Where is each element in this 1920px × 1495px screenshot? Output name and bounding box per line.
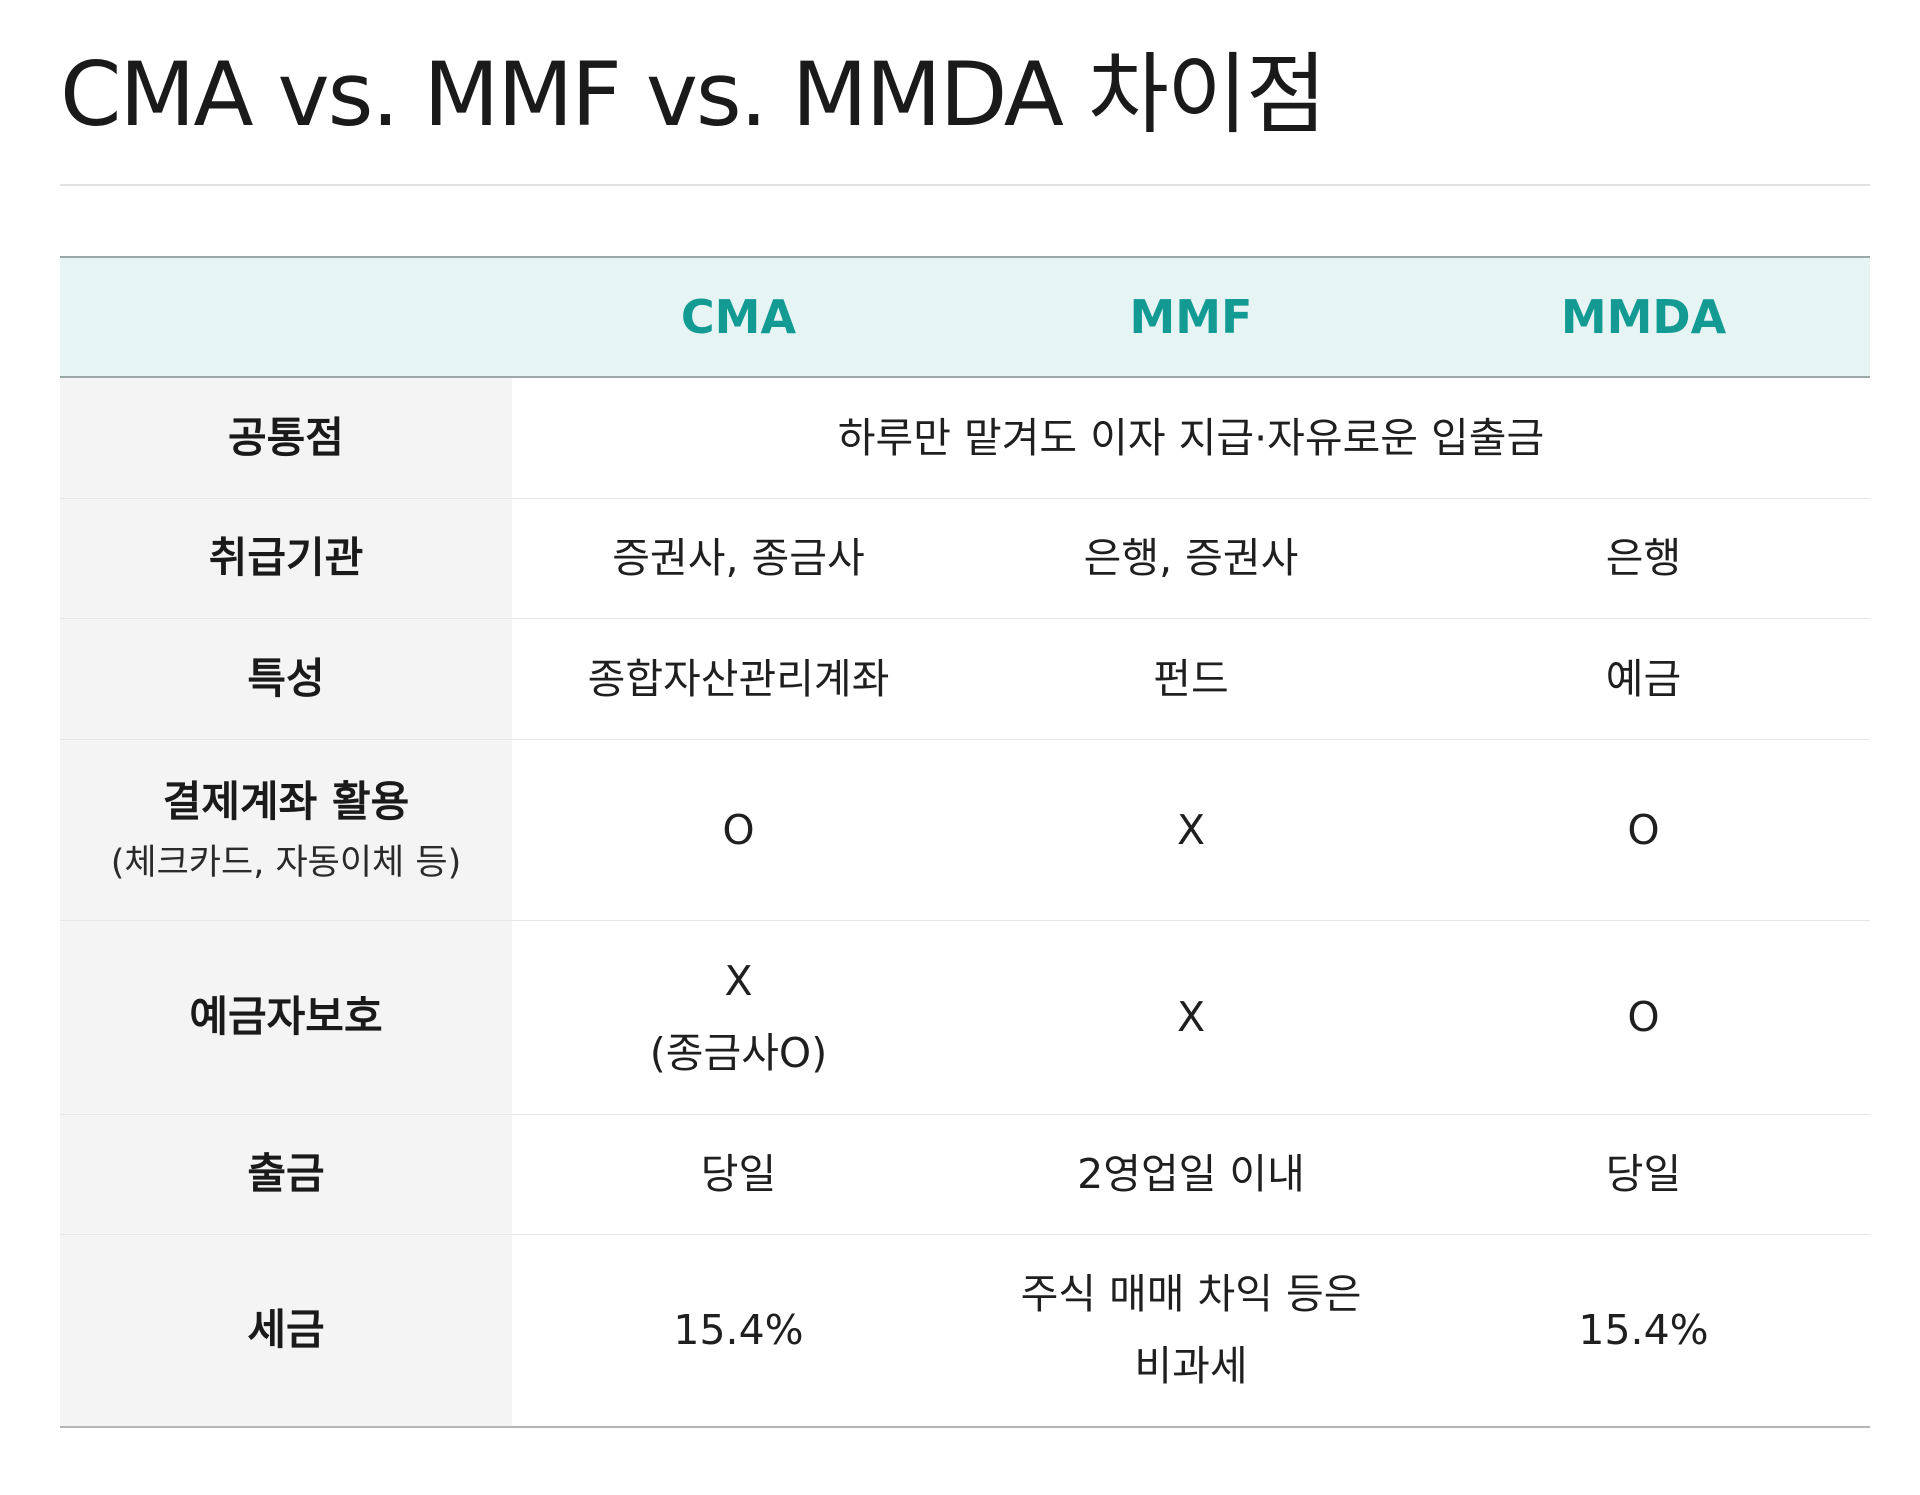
cell-mmf-withdrawal: 2영업일 이내 [965, 1114, 1417, 1235]
cell-mmda-institution: 은행 [1417, 498, 1870, 619]
row-label-settlement-main: 결제계좌 활용 [162, 776, 410, 826]
cell-mmda-settlement: O [1417, 739, 1870, 921]
row-label-common: 공통점 [60, 377, 512, 499]
header-mmda: MMDA [1417, 256, 1870, 378]
cell-cma-institution: 증권사, 종금사 [512, 498, 965, 619]
cell-mmf-institution: 은행, 증권사 [965, 498, 1417, 619]
cell-mmda-tax: 15.4% [1417, 1234, 1870, 1428]
row-label-settlement-sub: (체크카드, 자동이체 등) [110, 842, 462, 883]
table-row-settlement: 결제계좌 활용 (체크카드, 자동이체 등) O X O [60, 739, 1870, 921]
row-label-characteristic: 특성 [60, 618, 512, 740]
header-empty-cell [60, 256, 512, 378]
cell-mmf-characteristic: 펀드 [965, 618, 1417, 740]
table-row-common: 공통점 하루만 맡겨도 이자 지급·자유로운 입출금 [60, 377, 1870, 499]
cell-mmf-tax-line1: 주식 매매 차익 등은 [1020, 1270, 1362, 1319]
table-row-withdrawal: 출금 당일 2영업일 이내 당일 [60, 1114, 1870, 1235]
header-mmf: MMF [965, 256, 1417, 378]
cell-mmda-withdrawal: 당일 [1417, 1114, 1870, 1235]
row-label-withdrawal: 출금 [60, 1114, 512, 1235]
cell-mmf-deposit-protection: X [965, 920, 1417, 1115]
cell-cma-withdrawal: 당일 [512, 1114, 965, 1235]
cell-mmda-deposit-protection: O [1417, 920, 1870, 1115]
table-row-characteristic: 특성 종합자산관리계좌 펀드 예금 [60, 618, 1870, 740]
cell-cma-settlement: O [512, 739, 965, 921]
cell-cma-characteristic: 종합자산관리계좌 [512, 618, 965, 740]
cell-cma-deposit-protection: X (종금사O) [512, 920, 965, 1115]
cell-mmf-tax: 주식 매매 차익 등은 비과세 [965, 1234, 1417, 1428]
title-divider [60, 184, 1870, 186]
header-cma: CMA [512, 256, 965, 378]
cell-cma-tax: 15.4% [512, 1234, 965, 1428]
table-header-row: CMA MMF MMDA [60, 256, 1870, 378]
cell-mmda-characteristic: 예금 [1417, 618, 1870, 740]
comparison-table: CMA MMF MMDA 공통점 하루만 맡겨도 이자 지급·자유로운 입출금 … [60, 256, 1870, 1428]
row-label-settlement: 결제계좌 활용 (체크카드, 자동이체 등) [60, 739, 512, 921]
table-row-deposit-protection: 예금자보호 X (종금사O) X O [60, 920, 1870, 1115]
table-row-institution: 취급기관 증권사, 종금사 은행, 증권사 은행 [60, 498, 1870, 619]
common-merged-cell: 하루만 맡겨도 이자 지급·자유로운 입출금 [512, 377, 1870, 499]
cell-mmf-tax-line2: 비과세 [1134, 1342, 1248, 1391]
cell-mmf-settlement: X [965, 739, 1417, 921]
cell-cma-deposit-protection-line1: X [724, 957, 753, 1005]
row-label-tax: 세금 [60, 1234, 512, 1428]
table-row-tax: 세금 15.4% 주식 매매 차익 등은 비과세 15.4% [60, 1234, 1870, 1428]
cell-cma-deposit-protection-line2: (종금사O) [649, 1029, 828, 1077]
page-title: CMA vs. MMF vs. MMDA 차이점 [60, 43, 1327, 146]
row-label-institution: 취급기관 [60, 498, 512, 619]
row-label-deposit-protection: 예금자보호 [60, 920, 512, 1115]
